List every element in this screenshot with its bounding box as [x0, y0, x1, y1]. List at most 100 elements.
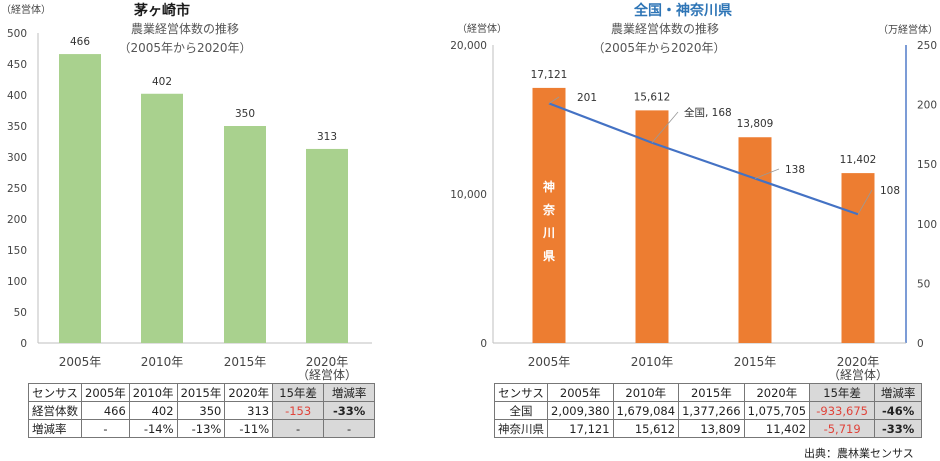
right-y-tick-label-left: 20,000 — [450, 40, 487, 52]
left-bar-value-label: 466 — [70, 36, 90, 48]
table-cell: 2005年 — [547, 383, 614, 402]
table-cell: 2015年 — [678, 383, 745, 402]
line-label-leader — [754, 168, 780, 179]
right-y-tick-label-right: 200 — [917, 100, 937, 112]
left-title: 茅ヶ崎市 — [134, 2, 190, 19]
right-y-tick-label-right: 50 — [917, 278, 930, 290]
left-x-category-label: 2020年 — [306, 355, 349, 369]
right-bar — [635, 110, 669, 344]
table-cell: 17,121 — [547, 419, 614, 438]
right-bar-value-label: 15,612 — [634, 91, 671, 103]
left-y-tick-label: 450 — [7, 59, 27, 71]
table-row: センサス 2005年 2010年 2015年 2020年 15年差 増減率 — [494, 383, 923, 402]
left-bar-value-label: 350 — [235, 108, 255, 120]
source-note: 出典：農林業センサス — [804, 447, 914, 460]
left-y-tick-label: 350 — [7, 121, 27, 133]
table-row: 経営体数 466 402 350 313 -153 -33% — [28, 401, 376, 420]
left-bar — [306, 148, 348, 343]
table-cell: -33% — [323, 401, 376, 420]
line-series — [548, 102, 859, 216]
table-cell: 2020年 — [224, 383, 274, 402]
left-y-tick-label: 50 — [14, 307, 27, 319]
table-cell: -933,675 — [809, 401, 876, 420]
left-y-tick-label: 150 — [7, 245, 27, 257]
left-x-category-label: 2005年 — [59, 355, 102, 369]
table-cell: 2005年 — [81, 383, 130, 402]
right-title: 全国・神奈川県 — [633, 2, 732, 19]
table-cell: 2010年 — [128, 383, 178, 402]
table-cell: センサス — [28, 383, 82, 402]
bar-series-name-char: 奈 — [542, 202, 556, 217]
table-cell: 経営体数 — [28, 401, 82, 420]
table-cell: - — [81, 419, 130, 438]
left-y-tick-label: 250 — [7, 183, 27, 195]
table-cell: -33% — [874, 419, 923, 438]
right-y-tick-label-right: 100 — [917, 219, 937, 231]
left-bar — [141, 93, 183, 343]
left-bar-value-label: 313 — [317, 131, 337, 143]
left-data-table: センサス 2005年 2010年 2015年 2020年 15年差 増減率 経営… — [28, 383, 376, 438]
right-x-category-label: 2005年 — [528, 355, 571, 369]
table-cell: 神奈川県 — [494, 419, 548, 438]
table-cell: 2010年 — [612, 383, 680, 402]
table-cell: 313 — [224, 401, 274, 420]
table-cell: - — [323, 419, 376, 438]
left-period: （2005年から2020年） — [118, 41, 251, 55]
table-cell: -153 — [272, 401, 325, 420]
table-row: センサス 2005年 2010年 2015年 2020年 15年差 増減率 — [28, 383, 376, 402]
bar-series-name-char: 川 — [542, 226, 555, 240]
right-y-tick-label-right: 0 — [917, 338, 924, 350]
table-cell: -14% — [128, 419, 178, 438]
right-x-category-label: 2015年 — [734, 355, 777, 369]
table-row: 神奈川県 17,121 15,612 13,809 11,402 -5,719 … — [494, 419, 923, 438]
bar-series-name-char: 県 — [543, 249, 555, 263]
table-cell: 1,075,705 — [743, 401, 811, 420]
left-y-tick-label: 400 — [7, 90, 27, 102]
right-data-table: センサス 2005年 2010年 2015年 2020年 15年差 増減率 全国… — [494, 383, 923, 438]
line-value-label: 138 — [785, 164, 805, 176]
left-subtitle: 農業経営体数の推移 — [131, 21, 239, 36]
line-value-label: 全国, 168 — [684, 106, 732, 119]
line-value-label: 108 — [880, 185, 900, 197]
right-bar-value-label: 11,402 — [840, 154, 877, 166]
right-period: （2005年から2020年） — [592, 41, 725, 55]
left-bar — [224, 126, 266, 343]
table-cell: 11,402 — [743, 419, 811, 438]
left-y-tick-label: 0 — [20, 338, 27, 350]
table-cell: 全国 — [494, 401, 548, 420]
right-y-tick-label-left: 10,000 — [450, 189, 487, 201]
table-cell: -46% — [874, 401, 923, 420]
table-cell: 15,612 — [612, 419, 680, 438]
table-cell: 2015年 — [176, 383, 226, 402]
table-cell: 15年差 — [809, 383, 876, 402]
table-cell: 350 — [176, 401, 226, 420]
table-cell: 増減率 — [28, 419, 82, 438]
table-row: 全国 2,009,380 1,679,084 1,377,266 1,075,7… — [494, 401, 923, 420]
left-y-axis-label: （経営体） — [1, 3, 51, 16]
left-y-tick-label: 100 — [7, 276, 27, 288]
table-cell: -13% — [176, 419, 226, 438]
right-y-tick-label-right: 150 — [917, 159, 937, 171]
right-y-tick-label-left: 0 — [480, 338, 487, 350]
table-cell: -5,719 — [809, 419, 876, 438]
line-label-leader — [651, 111, 679, 144]
right-x-category-label: 2010年 — [631, 355, 674, 369]
table-cell: 増減率 — [323, 383, 376, 402]
right-y-axis-label-left: （経営体） — [457, 22, 507, 35]
right-x-category-sublabel: （経営体） — [828, 368, 888, 382]
table-cell: -11% — [224, 419, 274, 438]
table-row: 増減率 - -14% -13% -11% - - — [28, 419, 376, 438]
left-y-tick-label: 500 — [7, 28, 27, 40]
right-y-tick-label-right: 250 — [917, 40, 937, 52]
table-cell: 2,009,380 — [547, 401, 614, 420]
table-cell: 15年差 — [272, 383, 325, 402]
table-cell: 1,679,084 — [612, 401, 680, 420]
table-cell: 2020年 — [743, 383, 811, 402]
left-y-tick-label: 200 — [7, 214, 27, 226]
right-bar — [532, 87, 566, 344]
left-x-category-sublabel: （経営体） — [297, 368, 357, 382]
left-bar — [59, 54, 101, 344]
right-bar — [841, 173, 875, 343]
line-label-leader — [548, 96, 560, 104]
